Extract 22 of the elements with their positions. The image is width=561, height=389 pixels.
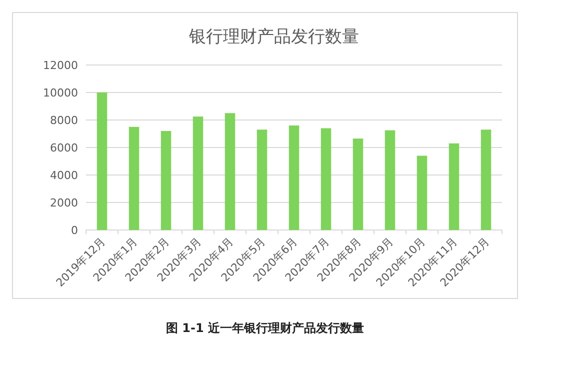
bar	[384, 130, 396, 230]
bar	[128, 126, 140, 230]
y-tick-label: 10000	[43, 86, 78, 100]
bar	[288, 126, 300, 230]
bar	[192, 116, 204, 230]
y-tick-label: 0	[71, 224, 78, 237]
y-tick-label: 4000	[50, 169, 78, 182]
bar	[320, 128, 332, 230]
bar	[416, 156, 428, 230]
y-tick-label: 12000	[43, 59, 78, 72]
bar	[448, 143, 460, 230]
bar	[224, 113, 236, 230]
y-tick-label: 8000	[50, 114, 78, 127]
y-tick-label: 2000	[50, 196, 78, 210]
bar	[160, 131, 172, 230]
bar	[256, 130, 268, 230]
bar	[352, 138, 364, 230]
bar	[96, 92, 108, 230]
y-tick-label: 6000	[50, 142, 78, 154]
caption: 图 1-1 近一年银行理财产品发行数量	[166, 321, 364, 335]
chart-title: 银行理财产品发行数量	[188, 27, 359, 47]
bar	[480, 130, 492, 230]
